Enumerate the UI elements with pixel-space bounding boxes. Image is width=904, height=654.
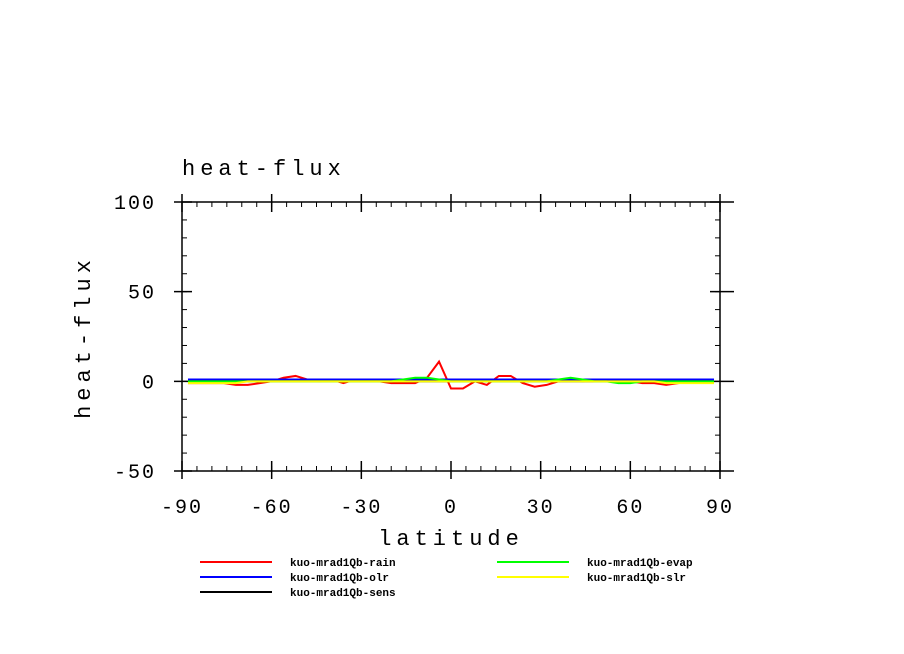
x-tick-label: -60 <box>251 497 293 520</box>
plot-frame <box>181 201 721 472</box>
x-axis-label: latitude <box>378 527 524 552</box>
x-tick-label: 30 <box>527 497 555 520</box>
series-line <box>187 380 715 385</box>
legend-label: kuo-mrad1Qb-evap <box>587 558 693 570</box>
x-tick-label: -90 <box>161 497 203 520</box>
y-tick-label: 0 <box>142 372 156 395</box>
legend-label: kuo-mrad1Qb-olr <box>290 573 389 585</box>
y-tick-label: -50 <box>114 462 156 485</box>
x-tick-label: 90 <box>706 497 734 520</box>
x-tick-label: 0 <box>444 497 458 520</box>
legend-label: kuo-mrad1Qb-rain <box>290 558 396 570</box>
legend-label: kuo-mrad1Qb-sens <box>290 588 396 600</box>
x-tick-label: 60 <box>616 497 644 520</box>
chart-title: heat-flux <box>182 157 346 182</box>
legend-label: kuo-mrad1Qb-slr <box>587 573 686 585</box>
y-axis-label: heat-flux <box>72 255 97 419</box>
y-tick-label: 100 <box>114 193 156 216</box>
y-tick-label: 50 <box>128 283 156 306</box>
x-tick-label: -30 <box>340 497 382 520</box>
